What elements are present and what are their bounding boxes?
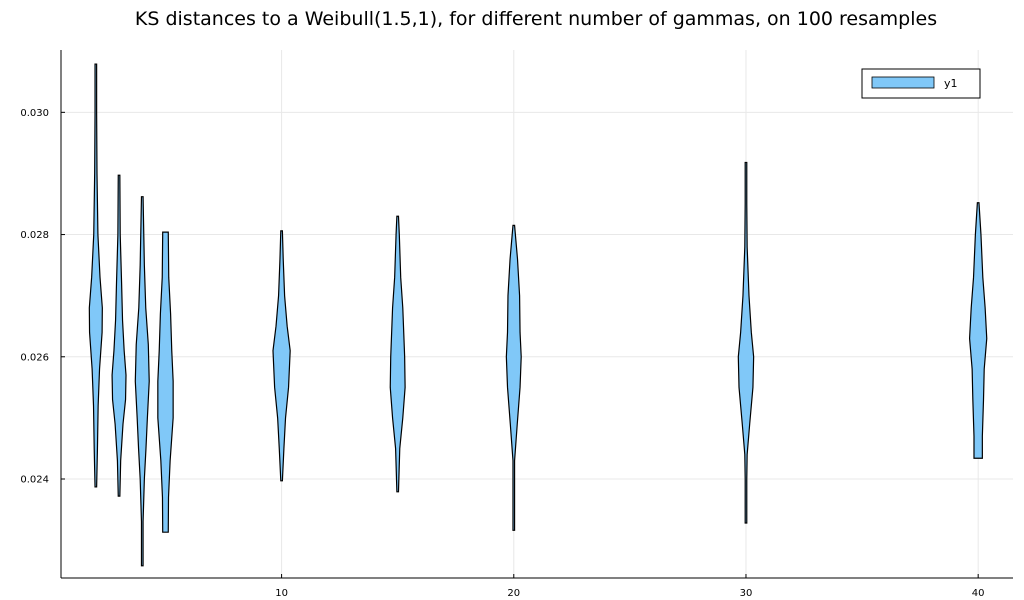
y-tick-label-3: 0.030 xyxy=(20,108,49,119)
violin-x2 xyxy=(88,63,103,488)
x-tick-label-2: 30 xyxy=(740,588,753,599)
grid xyxy=(61,50,1013,578)
violin-x30 xyxy=(737,161,755,524)
violin-x3 xyxy=(111,174,127,497)
violin-x40 xyxy=(968,202,988,459)
x-tick-label-0: 10 xyxy=(275,588,288,599)
x-tick-labels: 10 20 30 40 xyxy=(275,588,984,599)
violin-x4 xyxy=(134,196,150,567)
violin-x10 xyxy=(272,230,291,482)
y-tick-label-2: 0.028 xyxy=(20,230,49,241)
legend-swatch xyxy=(871,76,935,89)
y-tick-labels: 0.024 0.026 0.028 0.030 xyxy=(20,108,49,486)
y-tick-label-1: 0.026 xyxy=(20,352,49,363)
axes xyxy=(60,50,1013,579)
legend: y1 xyxy=(861,68,981,99)
x-tick-label-3: 40 xyxy=(972,588,985,599)
violin-x20 xyxy=(505,224,522,531)
y-tick-label-0: 0.024 xyxy=(20,475,49,486)
legend-label-y1: y1 xyxy=(944,77,958,90)
violin-series xyxy=(88,63,988,567)
violin-x15 xyxy=(389,215,406,493)
x-tick-label-1: 20 xyxy=(507,588,520,599)
chart-title: KS distances to a Weibull(1.5,1), for di… xyxy=(135,8,937,30)
violin-x5 xyxy=(157,231,174,533)
